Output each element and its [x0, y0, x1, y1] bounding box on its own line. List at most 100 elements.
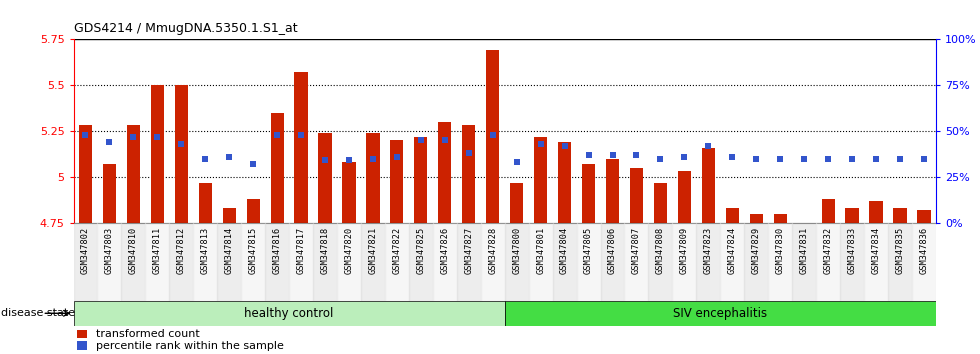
Bar [337, 223, 361, 301]
Text: GSM347824: GSM347824 [728, 227, 737, 274]
Point [437, 137, 453, 143]
Bar [553, 223, 576, 301]
Bar [433, 223, 457, 301]
Point [676, 154, 692, 160]
Bar [912, 223, 936, 301]
Bar [649, 223, 672, 301]
Text: healthy control: healthy control [244, 307, 334, 320]
Text: GSM347817: GSM347817 [297, 227, 306, 274]
Text: GSM347825: GSM347825 [416, 227, 425, 274]
Bar [367, 133, 379, 223]
Bar [576, 223, 601, 301]
Bar [768, 223, 792, 301]
Point [605, 152, 620, 158]
Bar [773, 214, 787, 223]
Point [533, 141, 549, 147]
Bar [318, 133, 331, 223]
Text: GSM347805: GSM347805 [584, 227, 593, 274]
Bar [510, 183, 523, 223]
Text: GSM347814: GSM347814 [224, 227, 233, 274]
Text: GSM347829: GSM347829 [752, 227, 760, 274]
Bar [864, 223, 888, 301]
Bar [792, 223, 816, 301]
Point [150, 134, 166, 139]
Text: GSM347803: GSM347803 [105, 227, 114, 274]
Text: GSM347820: GSM347820 [345, 227, 354, 274]
Bar [528, 223, 553, 301]
Bar [126, 125, 140, 223]
Bar [74, 223, 97, 301]
Bar [342, 162, 356, 223]
Bar [505, 223, 528, 301]
Text: disease state: disease state [1, 308, 75, 318]
Bar [122, 223, 145, 301]
Bar [654, 183, 667, 223]
Bar [888, 223, 912, 301]
Point [125, 134, 141, 139]
Bar [289, 223, 313, 301]
Point [366, 156, 381, 161]
Point [557, 143, 572, 149]
Bar [193, 223, 218, 301]
Text: GSM347836: GSM347836 [919, 227, 928, 274]
Bar [750, 214, 762, 223]
Bar [151, 85, 164, 223]
Point [341, 158, 357, 163]
Text: GSM347809: GSM347809 [680, 227, 689, 274]
Bar [409, 223, 433, 301]
Text: GSM347813: GSM347813 [201, 227, 210, 274]
Text: GSM347808: GSM347808 [656, 227, 664, 274]
Bar [266, 223, 289, 301]
Bar [894, 208, 906, 223]
Text: GSM347800: GSM347800 [513, 227, 521, 274]
Bar [606, 159, 619, 223]
Text: GSM347830: GSM347830 [776, 227, 785, 274]
Bar [725, 208, 739, 223]
Bar [270, 113, 283, 223]
Bar [720, 223, 744, 301]
Bar [534, 137, 547, 223]
Bar [697, 223, 720, 301]
Bar [846, 208, 858, 223]
Text: GSM347810: GSM347810 [129, 227, 138, 274]
Text: GSM347826: GSM347826 [440, 227, 449, 274]
Bar [361, 223, 385, 301]
Bar [869, 201, 883, 223]
Bar [385, 223, 409, 301]
Bar [486, 50, 499, 223]
Text: GSM347831: GSM347831 [800, 227, 808, 274]
Bar [630, 168, 643, 223]
Point [485, 132, 501, 137]
Bar [241, 223, 266, 301]
Bar [174, 85, 188, 223]
Text: GSM347822: GSM347822 [392, 227, 402, 274]
Bar [481, 223, 505, 301]
Point [749, 156, 764, 161]
Point [293, 132, 309, 137]
Text: GSM347815: GSM347815 [249, 227, 258, 274]
Point [916, 156, 932, 161]
Text: GSM347835: GSM347835 [896, 227, 905, 274]
Bar [678, 171, 691, 223]
Bar [702, 148, 714, 223]
Bar [624, 223, 649, 301]
Point [77, 132, 93, 137]
Bar [390, 140, 404, 223]
Text: GSM347828: GSM347828 [488, 227, 497, 274]
Text: GSM347816: GSM347816 [272, 227, 281, 274]
Text: GSM347818: GSM347818 [320, 227, 329, 274]
Bar [294, 72, 308, 223]
Bar [222, 208, 236, 223]
Point [318, 158, 333, 163]
Bar [103, 164, 116, 223]
Text: GSM347827: GSM347827 [465, 227, 473, 274]
Bar [438, 122, 452, 223]
Bar [601, 223, 624, 301]
Point [221, 154, 237, 160]
Bar [744, 223, 768, 301]
Bar [145, 223, 170, 301]
Point [270, 132, 285, 137]
Bar [77, 330, 87, 338]
Text: GDS4214 / MmugDNA.5350.1.S1_at: GDS4214 / MmugDNA.5350.1.S1_at [74, 22, 297, 35]
Bar [463, 125, 475, 223]
